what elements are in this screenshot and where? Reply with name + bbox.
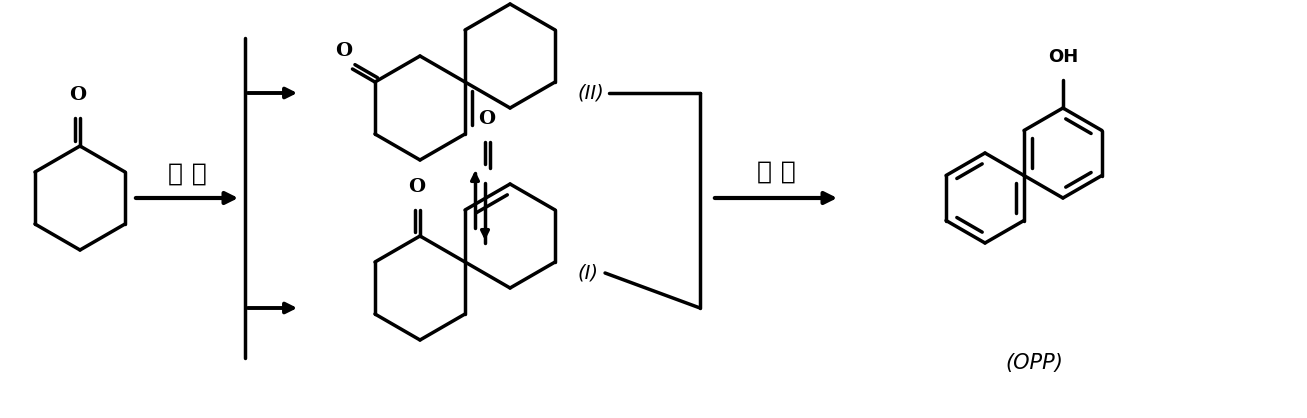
Text: O: O <box>335 42 353 60</box>
Text: (OPP): (OPP) <box>1005 353 1063 373</box>
Text: O: O <box>69 86 86 104</box>
Text: O: O <box>408 178 426 196</box>
Text: 缩 合: 缩 合 <box>167 162 207 186</box>
Text: OH: OH <box>1048 48 1078 66</box>
Text: 脱 氢: 脱 氢 <box>757 160 796 184</box>
Text: O: O <box>478 110 495 128</box>
Text: (II): (II) <box>578 84 604 102</box>
Text: (I): (I) <box>578 263 599 283</box>
